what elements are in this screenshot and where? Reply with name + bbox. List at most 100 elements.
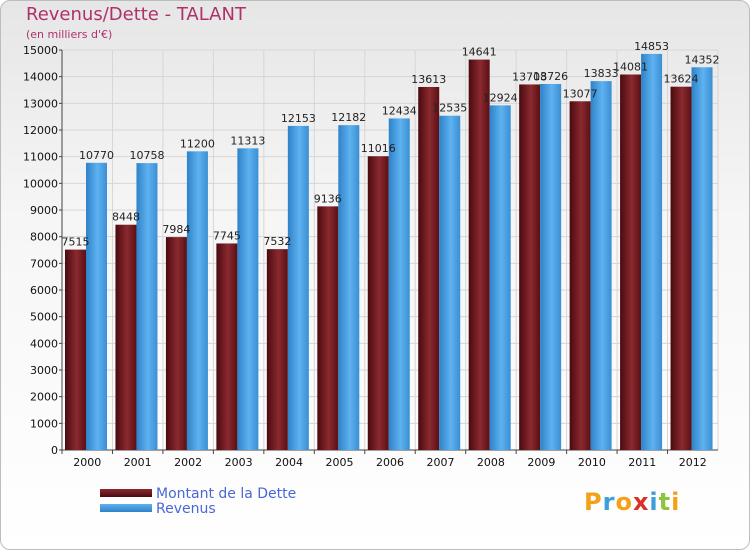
data-label: 13077 xyxy=(563,87,598,100)
x-tick-label: 2009 xyxy=(527,456,555,469)
y-tick-label: 3000 xyxy=(30,364,58,377)
bar-revenus xyxy=(136,163,158,450)
data-label: 13726 xyxy=(533,70,568,83)
x-tick-label: 2003 xyxy=(225,456,253,469)
bar-revenus xyxy=(338,125,360,450)
y-tick-label: 14000 xyxy=(23,71,58,84)
data-label: 13708 xyxy=(512,70,547,83)
bar-revenus xyxy=(186,151,208,451)
data-label: 7984 xyxy=(162,223,190,236)
data-label: 10758 xyxy=(129,149,164,162)
proxiti-logo: Proxiti xyxy=(584,488,680,516)
bar-revenus xyxy=(641,53,663,451)
x-tick-label: 2005 xyxy=(326,456,354,469)
y-tick-label: 10000 xyxy=(23,177,58,190)
y-tick-label: 2000 xyxy=(30,391,58,404)
bar-revenus xyxy=(388,118,410,450)
x-tick-label: 2002 xyxy=(174,456,202,469)
logo-letter: x xyxy=(632,488,650,516)
x-tick-label: 2000 xyxy=(73,456,101,469)
data-label: 13613 xyxy=(411,73,446,86)
x-tick-label: 2010 xyxy=(578,456,606,469)
logo-letter: i xyxy=(671,488,681,516)
logo-letter: t xyxy=(658,488,672,516)
logo-letter: o xyxy=(615,488,633,516)
x-tick-label: 2008 xyxy=(477,456,505,469)
logo-letter: r xyxy=(602,488,616,516)
y-tick-label: 9000 xyxy=(30,204,58,217)
y-tick-label: 11000 xyxy=(23,151,58,164)
bar-revenus xyxy=(590,81,612,451)
data-label: 11313 xyxy=(230,134,265,147)
bar-revenus xyxy=(287,125,309,451)
data-label: 7745 xyxy=(213,229,241,242)
data-label: 7532 xyxy=(263,235,291,248)
bar-revenus xyxy=(86,162,107,451)
legend-swatch-revenus xyxy=(100,504,152,512)
y-tick-label: 1000 xyxy=(30,417,58,430)
chart-title: Revenus/Dette - TALANT xyxy=(26,4,246,25)
bar-dette xyxy=(620,74,642,451)
data-label: 11016 xyxy=(361,142,396,155)
data-label: 13624 xyxy=(664,73,699,86)
bar-dette xyxy=(266,249,288,450)
data-labels: 7515 8448 7984 7745 7532 9136 11016 13613 14641 1… xyxy=(62,40,720,249)
bar-dette xyxy=(418,86,440,450)
legend-swatch-dette xyxy=(100,489,152,497)
y-tick-label: 6000 xyxy=(30,284,58,297)
bar-revenus xyxy=(691,67,713,450)
y-axis-ticks: 0 1000 2000 3000 4000 5000 6000 7000 8000 9000 100… xyxy=(23,44,62,457)
x-tick-label: 2007 xyxy=(426,456,454,469)
y-tick-label: 0 xyxy=(51,444,58,457)
bar-dette xyxy=(216,243,238,450)
data-label: 9136 xyxy=(314,192,342,205)
legend-label-dette: Montant de la Dette xyxy=(156,486,297,502)
legend-label-revenus: Revenus xyxy=(156,501,216,517)
data-label: 8448 xyxy=(112,211,140,224)
data-label: 14352 xyxy=(685,53,720,66)
y-tick-label: 12000 xyxy=(23,124,58,137)
data-label: 10770 xyxy=(79,149,114,162)
bar-dette xyxy=(165,237,187,450)
logo-letter: P xyxy=(584,488,603,516)
bar-dette xyxy=(65,249,86,450)
x-axis-ticks: 2000 2001 2002 2003 2004 2005 2006 2007 2008 2009… xyxy=(61,450,707,469)
y-tick-label: 8000 xyxy=(30,231,58,244)
chart-subtitle: (en milliers d'€) xyxy=(26,28,113,41)
data-label: 14853 xyxy=(634,40,669,53)
x-tick-label: 2012 xyxy=(679,456,707,469)
y-tick-label: 4000 xyxy=(30,337,58,350)
data-label: 12153 xyxy=(281,112,316,125)
data-label: 14081 xyxy=(613,61,648,74)
bar-dette xyxy=(367,156,389,451)
logo-letter: i xyxy=(649,488,659,516)
y-tick-label: 5000 xyxy=(30,311,58,324)
bar-revenus xyxy=(489,105,511,451)
bar-dette xyxy=(670,86,692,451)
bar-dette xyxy=(317,206,339,450)
data-label: 12182 xyxy=(331,111,366,124)
bar-dette xyxy=(519,84,541,450)
x-tick-label: 2001 xyxy=(124,456,152,469)
data-label: 14641 xyxy=(462,46,497,59)
y-tick-label: 7000 xyxy=(30,257,58,270)
data-label: 12434 xyxy=(382,104,417,117)
data-label: 12535 xyxy=(432,102,467,115)
bar-dette xyxy=(468,59,490,450)
bars xyxy=(65,53,713,451)
x-tick-label: 2011 xyxy=(628,456,656,469)
bar-dette xyxy=(569,101,591,450)
bar-revenus xyxy=(540,83,562,451)
data-label: 13833 xyxy=(584,67,619,80)
data-label: 11200 xyxy=(180,137,215,150)
y-tick-label: 15000 xyxy=(23,44,58,57)
x-tick-label: 2006 xyxy=(376,456,404,469)
x-tick-label: 2004 xyxy=(275,456,303,469)
bar-dette xyxy=(115,224,137,450)
bar-revenus xyxy=(237,148,259,450)
y-tick-label: 13000 xyxy=(23,97,58,110)
bar-revenus xyxy=(439,115,461,450)
data-label: 7515 xyxy=(62,236,90,249)
data-label: 12924 xyxy=(483,91,518,104)
